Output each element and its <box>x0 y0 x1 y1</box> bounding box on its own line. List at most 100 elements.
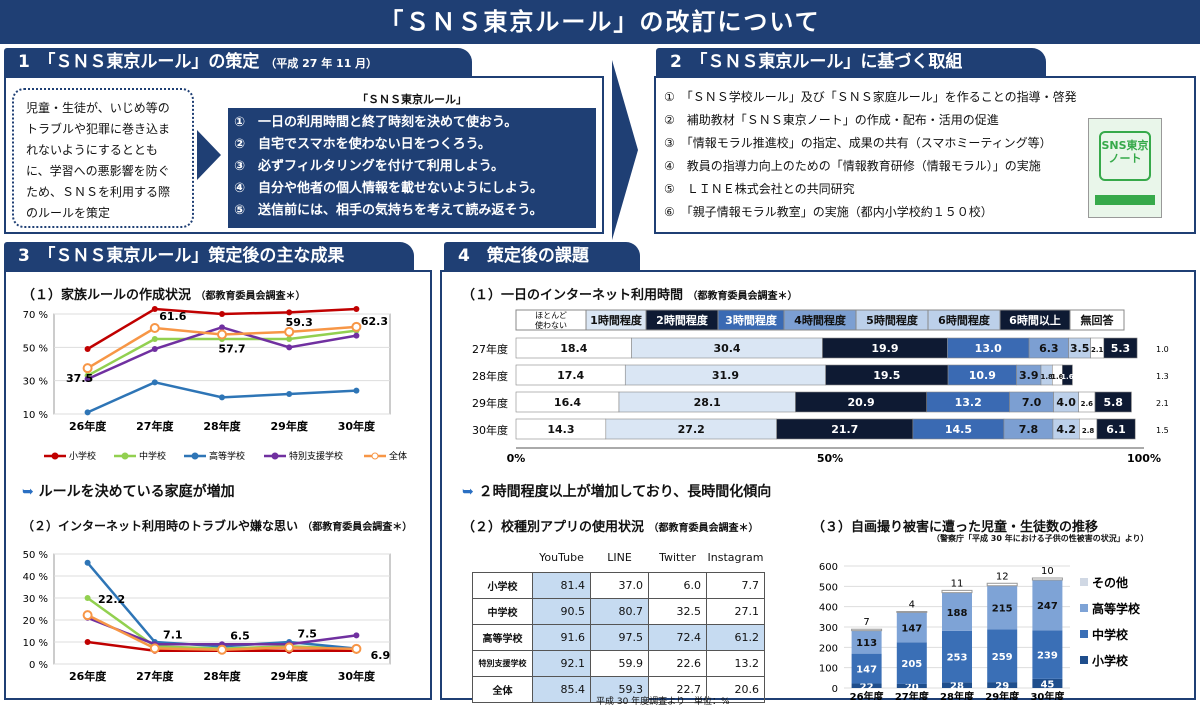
bar-segment <box>987 682 1018 688</box>
data-point <box>84 595 91 601</box>
data-label: 20.9 <box>848 396 875 409</box>
data-point <box>149 643 160 654</box>
legend-marker <box>271 452 279 460</box>
table-cell: 97.5 <box>590 623 649 651</box>
data-point <box>219 324 225 331</box>
data-label: 13.2 <box>955 396 982 409</box>
data-label: 19.9 <box>871 342 898 355</box>
data-point <box>219 394 225 401</box>
legend-label: 6時間程度 <box>938 313 991 327</box>
legend-label: 高等学校 <box>1092 601 1141 616</box>
rule-item: ① 一日の利用時間と終了時刻を決めて使おう。 <box>234 115 518 130</box>
table-cell: 6.0 <box>648 571 707 599</box>
data-point <box>84 559 91 566</box>
data-label: 6.9 <box>371 649 391 662</box>
y-tick-label: 100 <box>819 664 838 675</box>
data-label: 2.8 <box>1082 427 1095 435</box>
bar-segment <box>896 683 927 688</box>
bar-segment <box>896 612 927 643</box>
legend-swatch <box>1069 309 1125 331</box>
data-label: 7.5 <box>297 628 317 641</box>
chart4-source: （都教育委員会調査＊） <box>648 523 759 534</box>
highlight-result: ➥ ルールを決めている家庭が増加 <box>22 481 235 501</box>
legend-label: ほとんど <box>535 311 567 320</box>
bar-segment <box>1031 577 1063 581</box>
data-point <box>84 376 91 382</box>
legend-label: 特別支援学校 <box>289 450 343 462</box>
data-label: 239 <box>1037 651 1058 662</box>
y-tick-label: 0 <box>832 684 838 695</box>
x-tick-label: 50% <box>817 452 843 465</box>
table-cell: 32.5 <box>648 597 707 625</box>
data-label: 37.5 <box>66 372 93 385</box>
chart4-title-text: （２）校種別アプリの使用状況 <box>462 520 645 535</box>
data-point <box>82 363 93 374</box>
data-point <box>84 639 91 645</box>
data-label: 4.2 <box>1056 423 1076 436</box>
y-tick-label: 50 % <box>23 343 48 354</box>
data-label: 188 <box>947 608 968 619</box>
section2-tab: 2 「ＳＮＳ東京ルール」に基づく取組 <box>656 48 1046 76</box>
table-row: 特別支援学校 92.1 59.9 22.6 13.2 <box>472 649 765 677</box>
legend-label: 2時間程度 <box>656 313 709 327</box>
data-label: 205 <box>901 659 922 670</box>
data-point <box>286 391 293 397</box>
bar-segment <box>942 682 972 688</box>
data-label: 2.6 <box>1081 400 1094 408</box>
data-label: 6.1 <box>1106 423 1126 436</box>
column-header: LINE <box>590 544 649 573</box>
y-tick-label: 20 % <box>23 616 48 627</box>
legend-label: 高等学校 <box>209 450 245 462</box>
data-point <box>351 321 362 332</box>
legend-label: 4時間程度 <box>794 313 847 327</box>
data-label: 253 <box>947 653 968 664</box>
data-label: 1.5 <box>1156 426 1169 435</box>
table-row: 小学校 81.4 37.0 6.0 7.7 <box>472 571 765 599</box>
data-label: 59.3 <box>286 316 313 329</box>
data-point <box>353 632 360 639</box>
y-category-label: 28年度 <box>472 369 508 383</box>
initiative-item: ③ 「情報モラル推進校」の指定、成果の共有（スマホミーティング等） <box>664 136 1052 150</box>
data-point <box>151 379 158 386</box>
table-cell: 22.7 <box>648 675 707 703</box>
highlight-issue-text: ２時間程度以上が増加しており、長時間化傾向 <box>478 484 772 500</box>
data-label: 7.8 <box>1019 423 1039 436</box>
table-cell: 27.1 <box>706 597 765 625</box>
x-tick-label: 30年度 <box>1030 690 1065 700</box>
table-cell: 7.7 <box>706 571 765 599</box>
y-tick-label: 300 <box>819 623 838 634</box>
legend-label: 中学校 <box>139 450 166 462</box>
data-point <box>286 336 293 342</box>
y-tick-label: 30 % <box>23 377 48 388</box>
data-label: 45 <box>1040 679 1054 690</box>
bar-segment <box>941 589 973 594</box>
y-tick-label: 600 <box>819 562 838 573</box>
legend-label: 5時間程度 <box>866 313 919 327</box>
bar-segment <box>896 642 927 684</box>
data-point <box>219 311 225 317</box>
data-label: 11 <box>951 578 964 589</box>
row-header: 高等学校 <box>472 623 533 651</box>
bar-segment <box>986 582 1018 587</box>
table-cell: 90.5 <box>532 597 591 625</box>
bar-segment <box>1032 678 1063 688</box>
bar-segment <box>987 585 1018 630</box>
data-label: 16.4 <box>554 396 581 409</box>
data-label: 57.7 <box>218 343 245 356</box>
data-label: 14.5 <box>945 423 972 436</box>
y-tick-label: 10 % <box>23 410 48 421</box>
data-point <box>217 644 227 655</box>
chart1-svg: 70 % 50 % 30 % 10 % 26年度 27年度 28年度 29年度 30年度 37.5… <box>23 306 407 462</box>
highlight-result-text: ルールを決めている家庭が増加 <box>38 484 235 500</box>
row-header: 特別支援学校 <box>472 649 533 677</box>
data-point <box>151 346 158 352</box>
data-label: 1.6 <box>1061 373 1074 381</box>
section1-title: 1 「ＳＮＳ東京ルール」の策定 <box>18 52 260 72</box>
rule-item: ③ 必ずフィルタリングを付けて利用しよう。 <box>234 159 504 174</box>
initiatives-list: ① 「ＳＮＳ学校ルール」及び「ＳＮＳ家庭ルール」を作ることの指導・啓発 ② 補助… <box>664 86 1084 224</box>
initiative-item: ⑤ ＬＩＮＥ株式会社との共同研究 <box>664 182 855 196</box>
table-cell: 81.4 <box>532 571 591 599</box>
chart1-source: （都教育委員会調査＊） <box>195 291 306 302</box>
data-point <box>353 387 360 394</box>
